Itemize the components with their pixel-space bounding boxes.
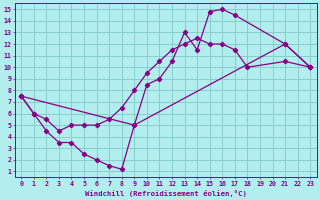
X-axis label: Windchill (Refroidissement éolien,°C): Windchill (Refroidissement éolien,°C) bbox=[85, 190, 247, 197]
